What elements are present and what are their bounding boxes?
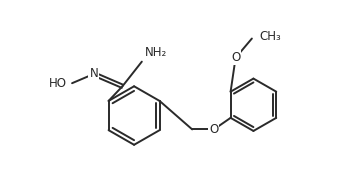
Text: O: O: [231, 51, 240, 64]
Text: CH₃: CH₃: [260, 30, 281, 44]
Text: O: O: [209, 123, 219, 136]
Text: NH₂: NH₂: [145, 46, 167, 59]
Text: N: N: [89, 67, 98, 80]
Text: HO: HO: [49, 77, 66, 90]
